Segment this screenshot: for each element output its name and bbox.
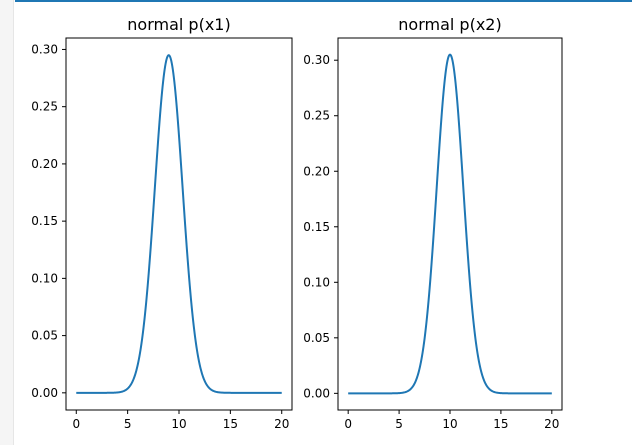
x-tick-label: 10 [171,417,186,431]
x-tick-label: 15 [223,417,238,431]
density-curve-p-x2 [348,53,552,395]
chart-title-p-x1: normal p(x1) [127,15,230,34]
top-accent-bar [15,0,632,2]
y-tick-label: 0.20 [303,164,330,178]
x-axis-ticks-p-x2: 0 5 10 15 20 [344,410,559,431]
x-tick-label: 0 [72,417,80,431]
y-tick-label: 0.30 [303,53,330,67]
y-axis-ticks-p-x2: 0.00 0.05 0.10 0.15 0.20 0.25 0.30 [303,53,338,400]
x-tick-label: 0 [344,417,352,431]
y-tick-label: 0.05 [303,331,330,345]
axes-frame-p-x1 [65,37,293,411]
y-tick-label: 0.25 [31,100,58,114]
x-tick-label: 20 [274,417,289,431]
y-axis-ticks-p-x1: 0.00 0.05 0.10 0.15 0.20 0.25 0.30 [31,42,66,400]
left-gutter [0,0,14,445]
y-tick-label: 0.05 [31,329,58,343]
chart-panel-p-x1: normal p(x1) 0 5 10 15 20 0.000.050.100.150.… [31,15,293,431]
x-tick-label: 15 [493,417,508,431]
axes-frame-p-x2 [337,37,563,411]
x-axis-ticks-p-x1: 0 5 10 15 20 [72,410,289,431]
chart-title-p-x2: normal p(x2) [398,15,501,34]
y-tick-label: 0.00 [31,386,58,400]
chart-panel-p-x2: normal p(x2) 0 5 10 15 20 0.000.050.100.150.… [303,15,563,431]
x-tick-label: 5 [395,417,403,431]
y-tick-label: 0.25 [303,109,330,123]
y-tick-label: 0.10 [303,275,330,289]
y-tick-label: 0.20 [31,157,58,171]
y-tick-label: 0.00 [303,386,330,400]
y-tick-label: 0.15 [31,214,58,228]
x-tick-label: 5 [124,417,132,431]
y-tick-label: 0.10 [31,271,58,285]
x-tick-label: 10 [442,417,457,431]
y-tick-label: 0.30 [31,42,58,56]
y-tick-label: 0.15 [303,220,330,234]
density-curve-p-x1 [76,54,282,394]
x-tick-label: 20 [544,417,559,431]
